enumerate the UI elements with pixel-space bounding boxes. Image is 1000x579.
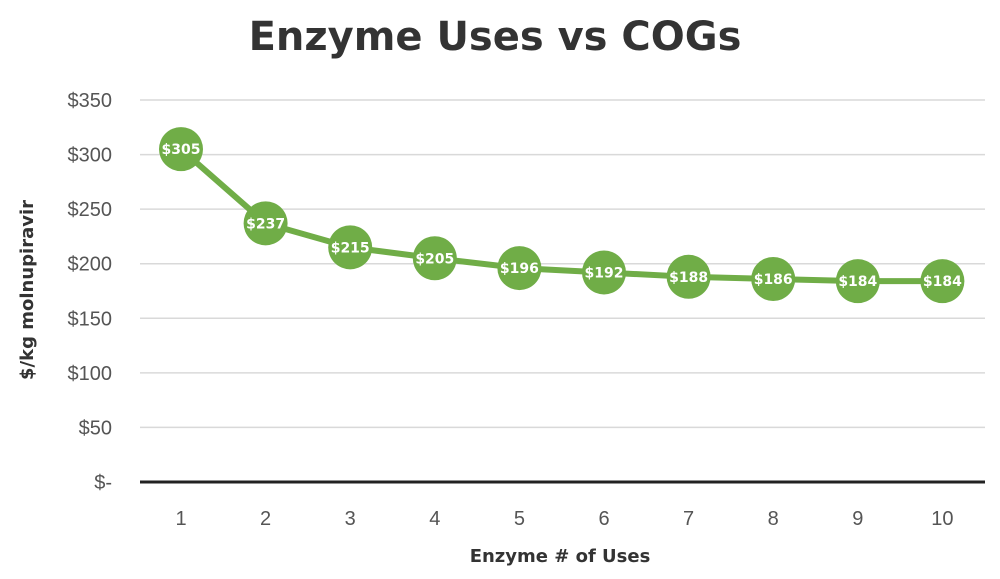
data-point: [328, 225, 373, 270]
data-point: [497, 246, 542, 291]
y-tick-label: $350: [68, 90, 113, 112]
data-point: [243, 201, 288, 246]
x-tick-label: 9: [852, 508, 863, 530]
data-point: [582, 250, 626, 295]
data-point: [751, 256, 796, 301]
y-tick-label: $-: [94, 472, 112, 494]
data-point: [412, 236, 457, 281]
data-label: $305: [162, 142, 201, 158]
y-axis-title: $/kg molnupiravir: [17, 200, 38, 380]
y-tick-label: $200: [68, 254, 113, 276]
data-markers: $305 $237 $215 $205 $196 $192 $188 $186 $184 $184: [159, 127, 965, 304]
y-tick-label: $300: [68, 145, 113, 167]
data-point: [159, 127, 203, 172]
data-label: $186: [754, 272, 793, 288]
x-tick-label: 5: [514, 508, 525, 530]
data-point: [920, 259, 965, 304]
y-tick-label: $150: [68, 308, 113, 330]
x-axis-title: Enzyme # of Uses: [470, 546, 651, 567]
x-tick-label: 2: [260, 508, 271, 530]
x-tick-label: 6: [598, 508, 609, 530]
data-label: $188: [669, 270, 708, 286]
y-axis-ticks: $- $50 $100 $150 $200 $250 $300 $350: [68, 90, 113, 494]
y-tick-label: $250: [68, 199, 113, 221]
data-point: [666, 254, 711, 299]
y-tick-label: $50: [79, 417, 112, 439]
x-axis-ticks: 1 2 3 4 5 6 7 8 9 10: [175, 508, 953, 530]
x-tick-label: 4: [429, 508, 440, 530]
data-label: $205: [415, 251, 454, 267]
series-line: [178, 146, 946, 285]
y-tick-label: $100: [68, 363, 113, 385]
data-label: $196: [500, 261, 539, 277]
data-label: $237: [246, 216, 285, 232]
x-tick-label: 8: [768, 508, 779, 530]
data-label: $215: [331, 240, 370, 256]
x-tick-label: 7: [683, 508, 694, 530]
series-line-group: [178, 146, 946, 285]
chart-title: Enzyme Uses vs COGs: [249, 14, 742, 60]
data-label: $192: [585, 265, 624, 281]
data-point: [835, 259, 880, 304]
x-tick-label: 10: [931, 508, 953, 530]
data-label: $184: [923, 274, 962, 290]
data-label: $184: [838, 274, 877, 290]
x-tick-label: 1: [175, 508, 186, 530]
x-tick-label: 3: [345, 508, 356, 530]
